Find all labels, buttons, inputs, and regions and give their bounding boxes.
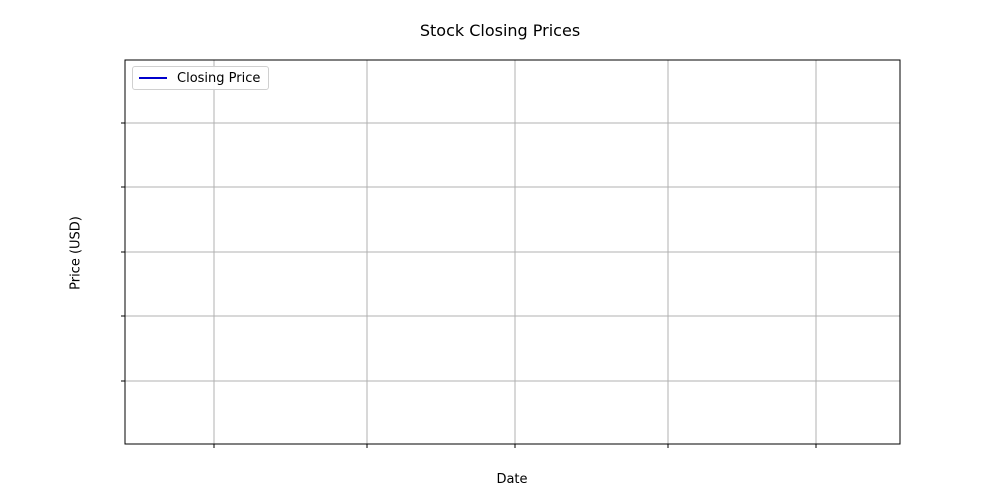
legend-label-closing-price: Closing Price [177, 70, 261, 86]
tick-layer [121, 122, 817, 448]
y-axis-label: Price (USD) [68, 216, 84, 290]
legend: Closing Price [132, 66, 270, 90]
chart-title: Stock Closing Prices [419, 21, 581, 40]
axes-frame [124, 59, 901, 445]
grid-layer [125, 60, 900, 444]
legend-swatch-closing-price [139, 77, 167, 79]
x-axis-label: Date [496, 472, 528, 487]
